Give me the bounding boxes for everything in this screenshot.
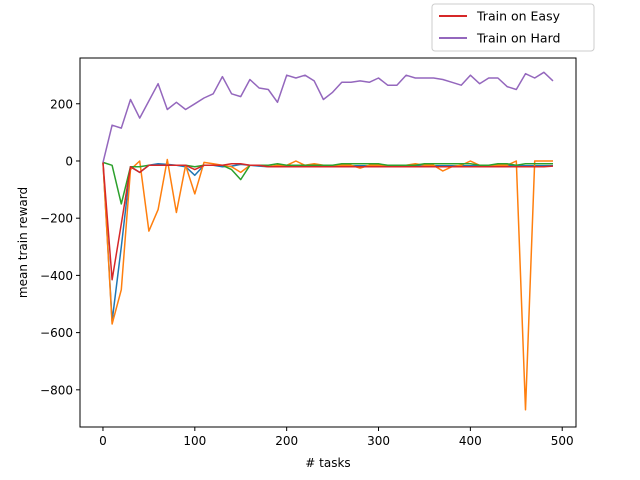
y-tick-label: 200 bbox=[50, 97, 73, 111]
legend-label: Train on Easy bbox=[476, 9, 561, 24]
y-tick-label: −400 bbox=[40, 269, 73, 283]
x-axis: 0 100 200 300 400 500 bbox=[99, 427, 574, 448]
legend-label: Train on Hard bbox=[476, 31, 560, 46]
y-axis: 200 0 −200 −400 −600 −800 bbox=[40, 97, 80, 397]
plot-frame bbox=[79, 57, 577, 428]
y-tick-label: −600 bbox=[40, 326, 73, 340]
legend-items: Train on Easy Train on Hard bbox=[439, 9, 561, 46]
x-tick-label: 100 bbox=[183, 434, 206, 448]
x-tick-label: 0 bbox=[99, 434, 107, 448]
series-line-2 bbox=[102, 158, 553, 411]
series-line-train-on-easy bbox=[102, 162, 554, 281]
legend-box bbox=[431, 3, 595, 52]
legend: Train on Easy Train on Hard bbox=[431, 3, 595, 52]
y-tick-label: −800 bbox=[40, 383, 73, 397]
x-tick-label: 200 bbox=[275, 434, 298, 448]
series-line-1 bbox=[102, 162, 553, 322]
series-line-3 bbox=[102, 161, 553, 205]
y-axis-label: mean train reward bbox=[16, 187, 30, 298]
series-line-train-on-hard bbox=[102, 71, 554, 163]
x-tick-label: 400 bbox=[459, 434, 482, 448]
x-tick-label: 300 bbox=[367, 434, 390, 448]
series-layer bbox=[102, 71, 554, 411]
y-tick-label: −200 bbox=[40, 212, 73, 226]
x-axis-label: # tasks bbox=[305, 456, 350, 470]
x-tick-label: 500 bbox=[551, 434, 574, 448]
y-tick-label: 0 bbox=[65, 154, 73, 168]
